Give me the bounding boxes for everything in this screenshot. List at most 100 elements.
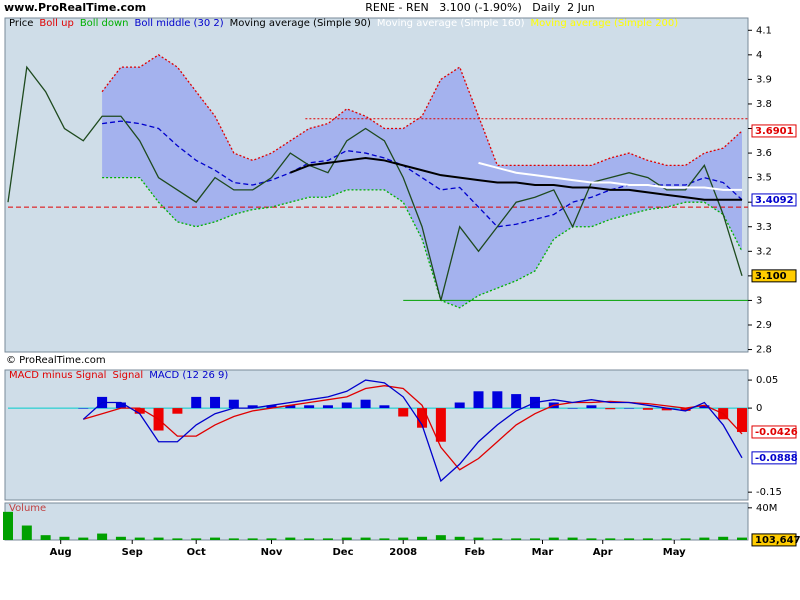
- y-tick-label: 3.6: [756, 148, 772, 159]
- legend-entry: Moving average (Simple 200): [531, 18, 679, 29]
- bar: [341, 537, 352, 540]
- bar: [454, 402, 465, 409]
- bar: [247, 538, 258, 540]
- y-tick-label: 3.8: [756, 99, 772, 110]
- bar: [115, 402, 126, 409]
- bar: [454, 536, 465, 540]
- bar: [228, 538, 239, 540]
- last-value-box: [751, 425, 797, 439]
- y-tick-label: 3.5: [756, 173, 772, 184]
- bar: [379, 538, 390, 540]
- bar: [97, 533, 108, 540]
- series-line: [7, 65, 743, 301]
- bar: [548, 537, 559, 540]
- x-tick-label: Sep: [122, 547, 143, 558]
- bar: [266, 405, 277, 409]
- legend-entry: MACD minus Signal: [9, 370, 106, 381]
- legend-entry: Moving average (Simple 160): [377, 18, 525, 29]
- bar: [737, 537, 747, 540]
- bar: [115, 536, 126, 540]
- last-value-label: -0.0888: [755, 453, 798, 464]
- series-line: [82, 379, 743, 483]
- panel: [4, 369, 749, 501]
- bar: [153, 537, 164, 540]
- bar: [417, 536, 428, 540]
- series-line: [478, 161, 742, 191]
- bar: [285, 537, 296, 540]
- y-tick-label: 3: [756, 295, 762, 306]
- bar: [247, 405, 258, 409]
- bar: [304, 538, 315, 540]
- last-value-box: [751, 451, 797, 465]
- bar: [605, 538, 616, 540]
- bar: [737, 408, 747, 432]
- bar: [228, 399, 239, 409]
- bar: [285, 405, 296, 409]
- bar: [642, 408, 653, 410]
- bar: [134, 537, 145, 540]
- legend-entry: Signal: [112, 370, 143, 381]
- y-tick-label: 3.3: [756, 222, 772, 233]
- bar: [304, 405, 315, 409]
- bar: [661, 408, 672, 411]
- last-value-label: -0.0426: [755, 427, 798, 438]
- legend-entry: Volume: [9, 503, 46, 514]
- legend-entry: Boll down: [80, 18, 129, 29]
- bar: [21, 525, 32, 540]
- bar: [529, 538, 540, 540]
- legend-entry: MACD (12 26 9): [149, 370, 228, 381]
- x-tick-label: Apr: [593, 547, 613, 558]
- bar: [266, 538, 277, 540]
- bar: [360, 399, 371, 409]
- bar: [567, 537, 578, 540]
- y-tick-label: 0.05: [756, 375, 778, 386]
- last-value-box: [751, 269, 797, 283]
- bar: [473, 537, 484, 540]
- bar: [661, 538, 672, 540]
- band-fill: [102, 54, 743, 308]
- site-name: www.ProRealTime.com: [4, 1, 146, 14]
- x-tick-label: Oct: [187, 547, 206, 558]
- bar: [511, 394, 522, 409]
- bar: [59, 536, 70, 540]
- y-tick-label: -0.15: [756, 487, 782, 498]
- bar: [40, 535, 51, 540]
- bar: [210, 537, 221, 540]
- bar: [624, 408, 635, 409]
- bar: [172, 408, 183, 414]
- bar: [680, 538, 691, 540]
- bar: [718, 536, 729, 540]
- series-line: [101, 54, 743, 167]
- x-tick-label: May: [663, 547, 686, 558]
- bar: [341, 402, 352, 409]
- y-tick-label: 3.9: [756, 74, 772, 85]
- bar: [322, 405, 333, 409]
- x-tick-label: Dec: [332, 547, 353, 558]
- y-tick-label: 2.8: [756, 345, 772, 356]
- copyright: © ProRealTime.com: [6, 355, 106, 366]
- bar: [191, 538, 202, 540]
- bar: [78, 537, 89, 540]
- bar: [435, 535, 446, 540]
- last-value-label: 3.6901: [755, 126, 794, 137]
- last-value-label: 3.4092: [755, 195, 794, 206]
- x-tick-label: Mar: [532, 547, 554, 558]
- bar: [586, 405, 597, 409]
- bar: [473, 391, 484, 409]
- bar: [435, 408, 446, 442]
- bar: [3, 511, 13, 540]
- y-tick-label: 2.9: [756, 320, 772, 331]
- legend-entry: Price: [9, 18, 33, 29]
- bar: [379, 405, 390, 409]
- bar: [642, 538, 653, 540]
- bar: [191, 396, 202, 409]
- bar: [322, 538, 333, 540]
- bar: [492, 538, 503, 540]
- bar: [586, 538, 597, 540]
- last-value-box: [751, 533, 797, 547]
- bar: [398, 537, 409, 540]
- bar: [492, 391, 503, 409]
- y-tick-label: 4: [756, 50, 762, 61]
- bar: [78, 408, 89, 409]
